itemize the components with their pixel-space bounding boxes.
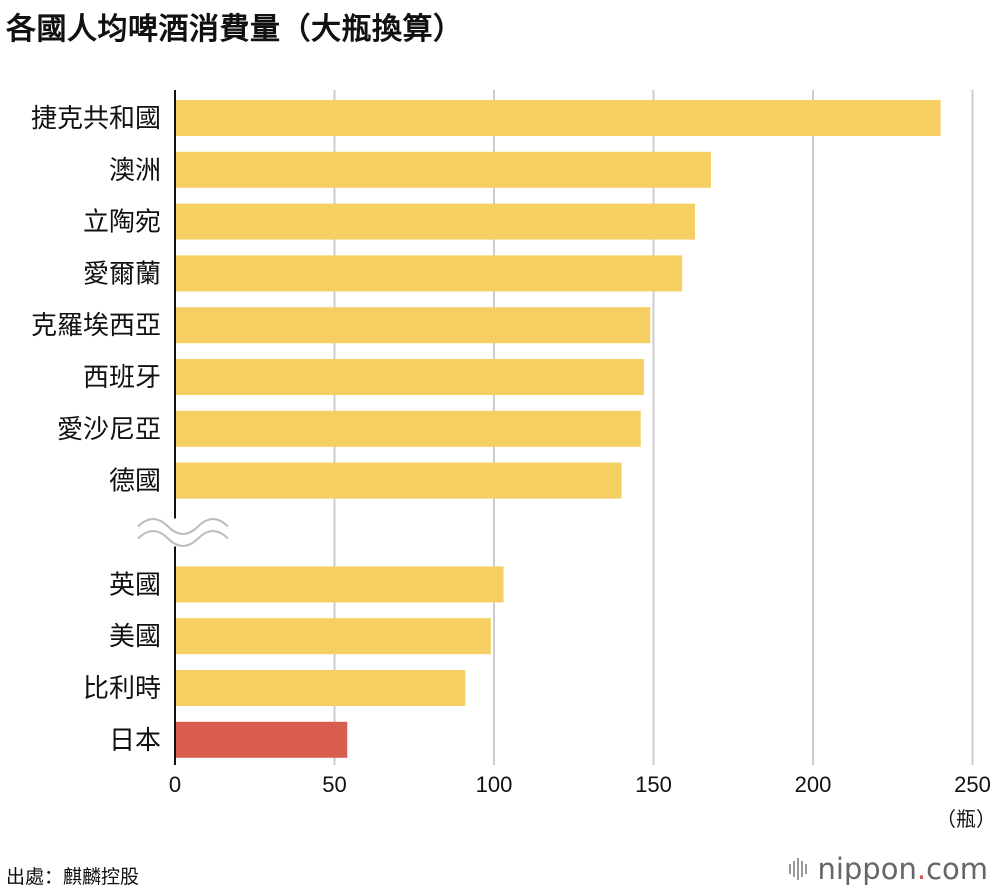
x-axis-unit-label: （瓶）	[936, 807, 996, 831]
x-tick-labels: 0 50 100 150 200 250	[169, 772, 991, 797]
category-label: 立陶宛	[83, 208, 161, 238]
nippon-logo-mark-icon	[789, 858, 809, 880]
brand-suffix: com	[926, 852, 988, 886]
nippon-logo: nippon. com	[789, 852, 988, 886]
category-label: 克羅埃西亞	[31, 311, 161, 341]
category-label: 愛爾蘭	[83, 259, 161, 289]
brand-name: nippon	[817, 852, 917, 886]
x-tick-label: 100	[476, 772, 513, 797]
x-tick-label: 200	[795, 772, 832, 797]
bar	[175, 618, 491, 655]
category-label: 西班牙	[83, 363, 161, 393]
category-label: 美國	[109, 622, 161, 652]
category-label: 捷克共和國	[31, 104, 161, 134]
bars	[175, 100, 941, 758]
x-tick-label: 50	[322, 772, 346, 797]
category-label: 德國	[109, 467, 161, 497]
bar	[175, 462, 622, 499]
category-label: 日本	[109, 726, 161, 756]
break-mask	[140, 518, 225, 547]
bar	[175, 100, 941, 136]
category-label: 比利時	[83, 674, 161, 704]
category-label: 愛沙尼亞	[57, 415, 161, 445]
bar	[175, 721, 348, 758]
x-tick-label: 0	[169, 772, 181, 797]
bar	[175, 670, 466, 706]
category-label: 澳洲	[109, 156, 161, 186]
brand-dot: .	[916, 852, 927, 886]
break-wave	[137, 530, 229, 547]
bar	[175, 307, 651, 344]
bar	[175, 255, 683, 292]
bar	[175, 151, 711, 188]
source-note: 出處：麒麟控股	[6, 866, 140, 888]
category-label: 英國	[109, 570, 161, 600]
bar	[175, 566, 504, 603]
chart-title: 各國人均啤酒消費量（大瓶換算）	[6, 12, 464, 47]
axis-break-mark	[137, 518, 229, 547]
x-tick-label: 150	[635, 772, 672, 797]
bar	[175, 203, 695, 240]
x-tick-label: 250	[954, 772, 991, 797]
bar	[175, 410, 641, 447]
bar	[175, 359, 644, 395]
break-wave	[137, 518, 229, 535]
